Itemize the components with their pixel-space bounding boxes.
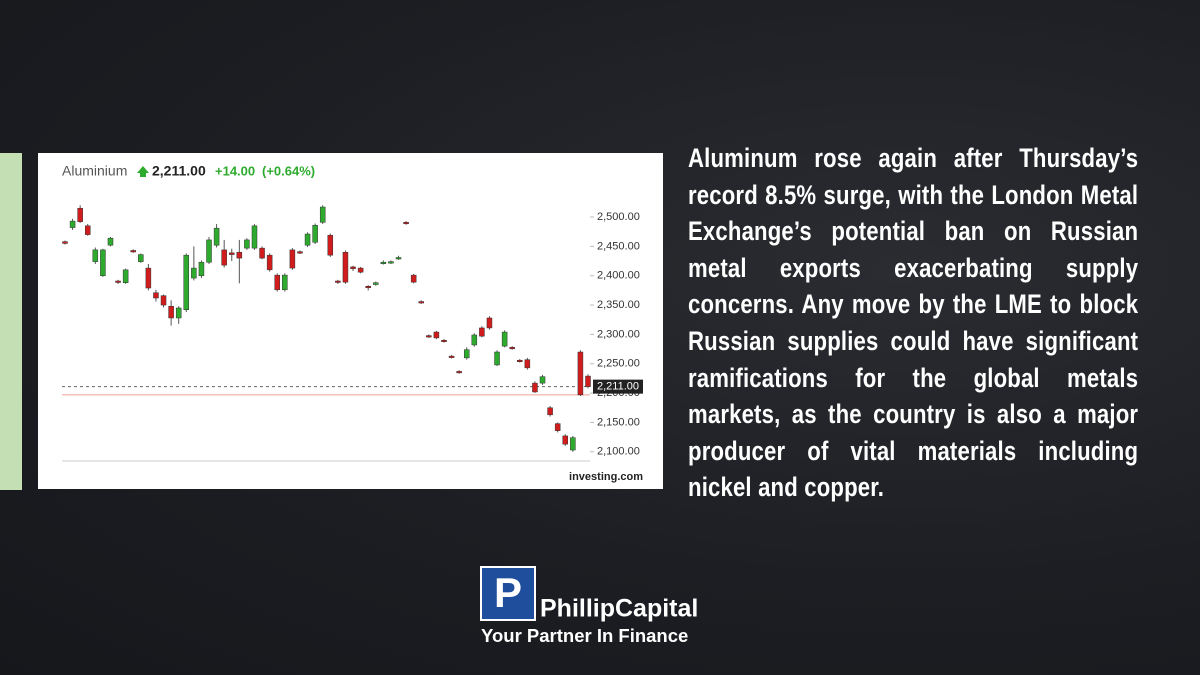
candle-body bbox=[395, 257, 402, 260]
candle-body bbox=[517, 359, 523, 362]
candle-body bbox=[426, 335, 432, 338]
candle-body bbox=[486, 317, 493, 329]
candle-body bbox=[289, 249, 296, 269]
paragraph: Aluminum rose again after Thursday’s rec… bbox=[688, 143, 1139, 503]
candle-body bbox=[509, 347, 515, 350]
candle-body bbox=[130, 250, 136, 253]
candle-body bbox=[145, 267, 152, 289]
y-tick-label: 2,350.00 bbox=[597, 299, 640, 311]
candle-body bbox=[570, 437, 576, 451]
candle-body bbox=[441, 340, 447, 343]
y-tick-label: 2,250.00 bbox=[597, 358, 640, 370]
candle-body bbox=[274, 274, 280, 291]
candle-body bbox=[532, 382, 538, 393]
candle-body bbox=[456, 371, 462, 374]
candle-body bbox=[577, 351, 584, 396]
candle-body bbox=[160, 295, 167, 306]
candle-body bbox=[297, 251, 303, 254]
candle-body bbox=[69, 220, 76, 228]
y-tick-label: 2,500.00 bbox=[597, 211, 640, 223]
candle-body bbox=[100, 249, 106, 276]
price-change: +14.00 bbox=[215, 163, 255, 178]
candle-body bbox=[410, 274, 417, 283]
last-price-box bbox=[593, 379, 643, 394]
candle-body bbox=[115, 280, 121, 283]
candle-body bbox=[198, 261, 205, 276]
candle-body bbox=[312, 224, 318, 243]
candle-body bbox=[494, 351, 500, 366]
candle-body bbox=[282, 274, 288, 291]
candle-body bbox=[365, 286, 371, 289]
candle-body bbox=[191, 267, 197, 279]
candle-body bbox=[251, 225, 258, 249]
candle-body bbox=[554, 423, 561, 431]
candle-body bbox=[259, 247, 265, 259]
candle-body bbox=[388, 261, 394, 264]
logo-tagline: Your Partner In Finance bbox=[481, 625, 688, 646]
candle-body bbox=[547, 407, 553, 416]
chart-panel bbox=[38, 153, 663, 489]
candle-body bbox=[448, 355, 455, 358]
candle-body bbox=[335, 280, 341, 283]
candle-body bbox=[107, 237, 114, 246]
candle-body bbox=[479, 327, 485, 337]
price: 2,211.00 bbox=[152, 163, 206, 179]
candle-body bbox=[327, 234, 334, 256]
candle-body bbox=[357, 267, 364, 273]
candle-body bbox=[92, 249, 99, 262]
y-tick-label: 2,450.00 bbox=[597, 240, 640, 252]
candle-body bbox=[175, 307, 182, 319]
candle-body bbox=[229, 252, 235, 255]
y-tick-label: 2,300.00 bbox=[597, 328, 640, 340]
price-change-pct: (+0.64%) bbox=[262, 163, 315, 178]
candle-body bbox=[539, 376, 546, 384]
candle-body bbox=[168, 305, 174, 319]
candle-body bbox=[236, 251, 243, 259]
candle-body bbox=[524, 359, 531, 369]
candle-body bbox=[433, 331, 440, 339]
candle-body bbox=[403, 222, 409, 225]
chart-title: Aluminium bbox=[62, 163, 127, 179]
accent-strip bbox=[0, 153, 22, 490]
candle-body bbox=[380, 261, 387, 264]
source: investing.com bbox=[569, 471, 643, 483]
candle-body bbox=[153, 292, 159, 299]
candle-body bbox=[471, 334, 478, 346]
candle-body bbox=[138, 254, 144, 262]
candle-body bbox=[62, 241, 68, 244]
y-tick-label: 2,150.00 bbox=[597, 416, 640, 428]
candle-body bbox=[418, 301, 424, 304]
candle-body bbox=[463, 349, 470, 359]
candle-body bbox=[304, 233, 311, 246]
candle-body bbox=[221, 249, 227, 266]
candle-body bbox=[585, 375, 591, 387]
candle-body bbox=[342, 251, 349, 283]
logo-box bbox=[480, 566, 536, 621]
candle-body bbox=[77, 207, 83, 222]
last-price-label: 2,211.00 bbox=[597, 381, 639, 393]
candle-body bbox=[373, 282, 379, 285]
y-tick-label: 2,400.00 bbox=[597, 270, 640, 282]
y-tick-label: 2,100.00 bbox=[597, 446, 640, 458]
candle-body bbox=[122, 269, 129, 284]
candle-body bbox=[84, 225, 91, 235]
logo-letter: P bbox=[494, 569, 522, 616]
candle-body bbox=[213, 227, 220, 246]
candle-body bbox=[266, 254, 273, 271]
candle-body bbox=[350, 266, 356, 269]
logo-name: PhillipCapital bbox=[540, 595, 698, 623]
candle-body bbox=[244, 239, 250, 249]
candle-body bbox=[562, 435, 569, 445]
candle-body bbox=[206, 239, 212, 263]
candle-body bbox=[501, 331, 508, 347]
candle-body bbox=[183, 254, 190, 311]
up-arrow-icon bbox=[137, 166, 149, 177]
candle-body bbox=[319, 206, 326, 223]
